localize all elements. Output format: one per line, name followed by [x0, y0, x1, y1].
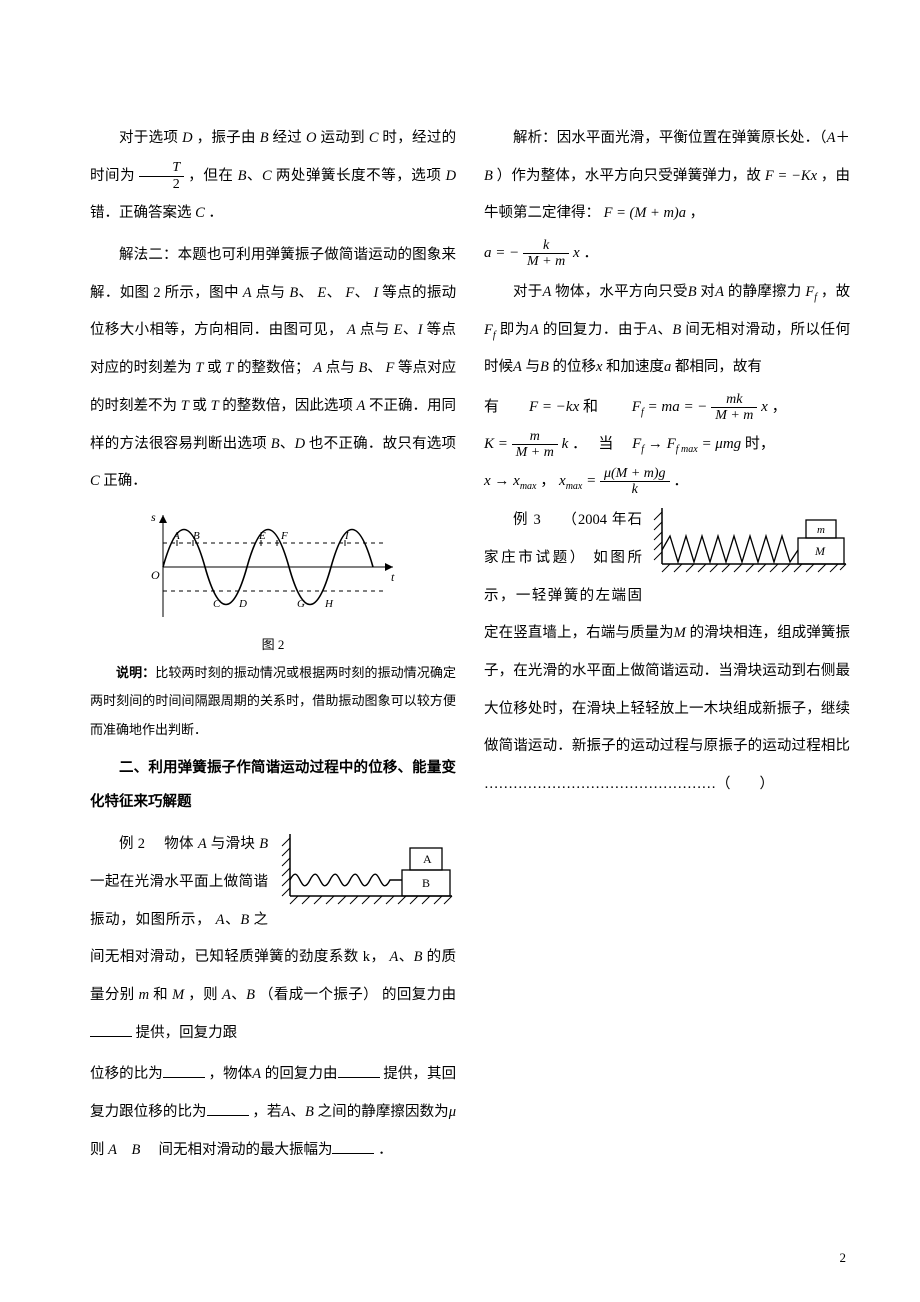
two-column-layout: 对于选项 D ，振子由 B 经过 O 运动到 C 时，经过的时间为 T 2 ，但… — [90, 120, 850, 1220]
text: 的整数倍； — [237, 360, 310, 376]
sym-O: O — [306, 130, 316, 146]
text: 两处弹簧长度不等，选项 — [276, 168, 442, 184]
blank-input[interactable] — [338, 1064, 380, 1079]
svg-text:t: t — [391, 570, 395, 584]
numerator: T — [139, 160, 184, 176]
page-number: 2 — [840, 1250, 847, 1266]
text: 运动到 — [320, 130, 364, 146]
section-2-title: 二、利用弹簧振子作简谐运动过程中的位移、能量变化特征来巧解题 — [90, 751, 456, 821]
blank-input[interactable] — [332, 1139, 374, 1154]
text: ，振子由 — [197, 130, 256, 146]
svg-text:F: F — [280, 530, 288, 542]
analysis-para-1: 解析：因水平面光滑，平衡位置在弹簧原长处．（A＋B ）作为整体，水平方向只受弹簧… — [484, 120, 850, 233]
text: 点与 — [360, 322, 390, 338]
svg-text:E: E — [258, 530, 266, 542]
text: 点与 — [326, 360, 355, 376]
text: 的整数倍，因此选项 — [222, 398, 353, 414]
svg-text:B: B — [193, 530, 200, 542]
para-method2: 解法二：本题也可利用弹簧振子做简谐运动的图象来解．如图 2 所示，图中 A 点与… — [90, 237, 456, 501]
figure-2: s O t A B E F I C D G H 图 2 — [90, 507, 456, 653]
blank-input[interactable] — [90, 1022, 132, 1037]
col2-continuation: 位移的比为 ，物体A 的回复力由 提供，其回复力跟位移的比为 ，若A、B 之间的… — [90, 1056, 456, 1169]
sine-graph-icon: s O t A B E F I C D G H — [143, 507, 403, 627]
text: 错．正确答案选 — [90, 205, 192, 221]
equation-a: a = − k M + m x ． — [484, 237, 850, 270]
text: ． — [208, 205, 223, 221]
sym-C: C — [369, 130, 379, 146]
blank-input[interactable] — [207, 1102, 249, 1117]
page: 对于选项 D ，振子由 B 经过 O 运动到 C 时，经过的时间为 T 2 ，但… — [0, 0, 920, 1302]
svg-text:A: A — [172, 530, 180, 542]
svg-text:D: D — [238, 598, 247, 610]
answer-dots: …………………………………………（ ） — [484, 776, 774, 792]
svg-text:B: B — [422, 876, 430, 890]
para-d-option: 对于选项 D ，振子由 B 经过 O 运动到 C 时，经过的时间为 T 2 ，但… — [90, 120, 456, 233]
example-3-label: 例 3 — [513, 512, 541, 528]
text: 点与 — [256, 285, 286, 301]
sym-D: D — [182, 130, 192, 146]
spring-block-diagram-A: A B — [276, 830, 456, 917]
sym-B: B — [260, 130, 269, 146]
svg-text:A: A — [423, 852, 432, 866]
svg-text:m: m — [817, 524, 825, 536]
analysis-para-2: 对于A 物体，水平方向只受B 对A 的静摩擦力 Ff ，故 Ff 即为A 的回复… — [484, 274, 850, 387]
svg-text:s: s — [151, 510, 156, 524]
eq-F-Mm-a: F = (M + m)a — [604, 205, 686, 221]
text: 或 — [207, 360, 222, 376]
frac-T-over-2: T 2 — [139, 160, 184, 192]
svg-text:C: C — [213, 598, 221, 610]
note-label: 说明： — [116, 665, 155, 680]
svg-text:M: M — [814, 544, 826, 558]
eq-F-Kx: F = −Kx — [765, 168, 817, 184]
figure-2-caption: 图 2 — [90, 634, 456, 653]
sym-B: B — [238, 168, 247, 184]
equation-K: K = m M + m k ． 当 Ff → Ff max = μmg 时， — [484, 428, 850, 461]
denominator: 2 — [139, 177, 184, 192]
spring-block-diagram-B: m M — [650, 506, 850, 585]
svg-text:H: H — [324, 598, 334, 610]
text: 对于选项 — [119, 130, 178, 146]
note-para: 说明：比较两时刻的振动情况或根据两时刻的振动情况确定两时刻间的时间间隔跟周期的关… — [90, 659, 456, 745]
sym-C: C — [262, 168, 272, 184]
blank-input[interactable] — [163, 1064, 205, 1079]
equation-xmax: x → xmax ， xmax = μ(M + m)g k ． — [484, 465, 850, 498]
text: ，但在 — [188, 168, 233, 184]
text: 正确． — [103, 473, 147, 489]
text: 经过 — [273, 130, 303, 146]
text: 也不正确．故只有选项 — [309, 436, 456, 452]
equation-Ff: 有 F = −kx 和 Ff = ma = − mk M + m x ， — [484, 391, 850, 424]
sym-C: C — [195, 205, 205, 221]
text: 或 — [192, 398, 207, 414]
sym-D: D — [446, 168, 456, 184]
svg-text:O: O — [151, 568, 160, 582]
svg-text:I: I — [344, 530, 350, 542]
example-2-label: 例 2 — [119, 836, 145, 852]
svg-text:G: G — [297, 598, 305, 610]
